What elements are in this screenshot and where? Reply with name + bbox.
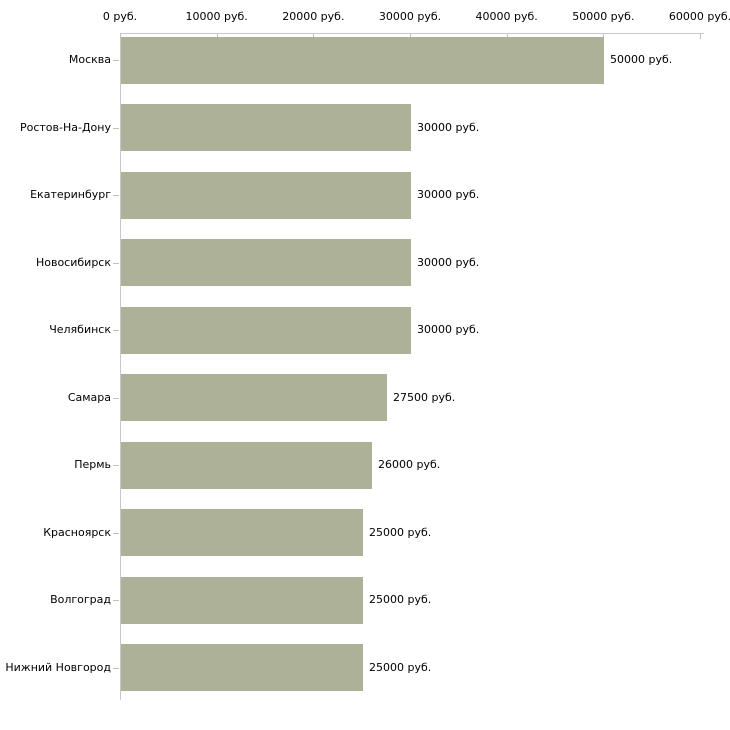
x-axis-tick-label: 60000 руб. bbox=[668, 10, 730, 23]
bar bbox=[121, 374, 387, 422]
y-axis-tick-icon bbox=[113, 667, 119, 669]
y-axis-tick-icon bbox=[113, 195, 119, 197]
x-axis-tick-label: 0 руб. bbox=[102, 10, 138, 23]
bar-value-label: 30000 руб. bbox=[417, 120, 480, 134]
y-axis-tick-icon bbox=[113, 60, 119, 61]
category-label: Самара bbox=[67, 390, 111, 404]
category-label: Новосибирск bbox=[35, 255, 111, 269]
category-label: Пермь bbox=[74, 458, 111, 472]
category-label: Екатеринбург bbox=[30, 188, 111, 202]
x-axis-tick-label: 10000 руб. bbox=[185, 10, 248, 23]
bar bbox=[121, 171, 411, 219]
y-axis-tick-icon bbox=[113, 127, 119, 129]
x-axis-tick-label: 30000 руб. bbox=[378, 10, 442, 23]
bar bbox=[121, 576, 363, 624]
bar-value-label: 30000 руб. bbox=[417, 323, 480, 337]
bar-value-label: 25000 руб. bbox=[369, 660, 432, 674]
bar-value-label: 26000 руб. bbox=[378, 458, 441, 472]
bar bbox=[121, 644, 363, 692]
y-axis-line bbox=[120, 33, 121, 700]
y-axis-tick-icon bbox=[113, 465, 119, 467]
y-axis-tick-icon bbox=[113, 397, 119, 399]
bar bbox=[121, 306, 411, 354]
category-label: Красноярск bbox=[43, 525, 111, 539]
y-axis-tick-icon bbox=[113, 532, 119, 534]
bar-value-label: 30000 руб. bbox=[417, 255, 480, 269]
bar bbox=[121, 509, 363, 557]
y-axis-tick-icon bbox=[113, 330, 119, 332]
x-axis-tick-label: 50000 руб. bbox=[572, 10, 635, 23]
bar bbox=[121, 36, 604, 84]
bar-value-label: 25000 руб. bbox=[369, 593, 432, 607]
bar-value-label: 27500 руб. bbox=[393, 390, 456, 404]
bar bbox=[121, 239, 411, 287]
bar-value-label: 30000 руб. bbox=[417, 188, 480, 202]
category-label: Волгоград bbox=[50, 593, 111, 607]
bar-value-label: 25000 руб. bbox=[369, 525, 432, 539]
bar-value-label: 50000 руб. bbox=[610, 53, 673, 66]
x-axis-tick-label: 20000 руб. bbox=[282, 10, 345, 23]
x-axis-tick-icon bbox=[120, 34, 121, 39]
y-axis-tick-icon bbox=[113, 262, 119, 264]
x-axis-tick-label: 40000 руб. bbox=[475, 10, 538, 23]
category-label: Москва bbox=[68, 53, 111, 66]
bar bbox=[121, 104, 411, 152]
x-axis-tick-icon bbox=[700, 34, 701, 39]
category-label: Челябинск bbox=[49, 323, 111, 337]
category-label: Ростов-На-Дону bbox=[19, 120, 111, 134]
bar bbox=[121, 441, 372, 489]
x-axis-line bbox=[120, 33, 704, 34]
y-axis-tick-icon bbox=[113, 600, 119, 602]
category-label: Нижний Новгород bbox=[5, 660, 111, 674]
